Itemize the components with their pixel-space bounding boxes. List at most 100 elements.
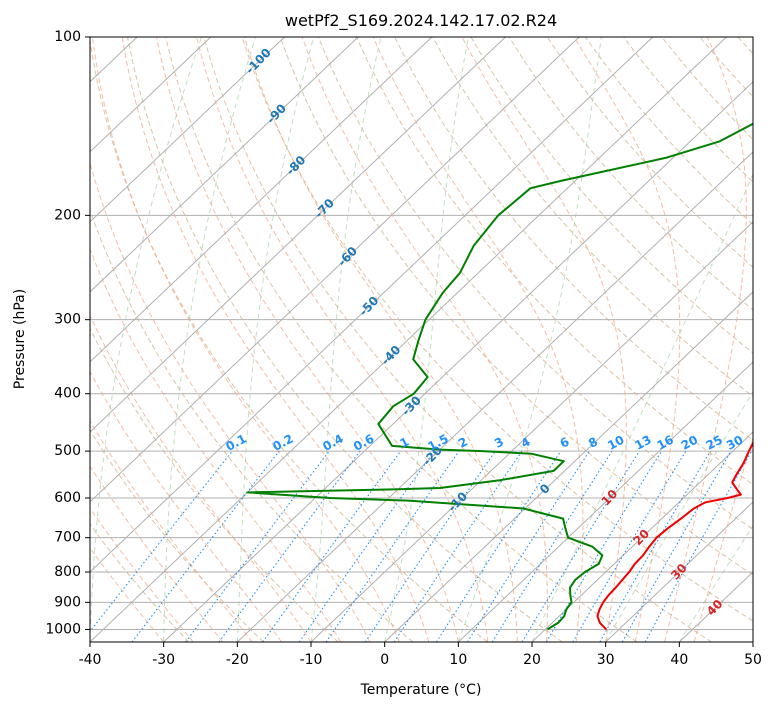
isotherm-line bbox=[90, 37, 212, 153]
saturated-curve bbox=[605, 390, 753, 642]
moist-adiabat bbox=[301, 37, 548, 642]
y-tick-label: 600 bbox=[54, 490, 81, 506]
x-tick-label: -20 bbox=[226, 652, 249, 668]
isotherm-line bbox=[90, 37, 359, 293]
mixing-ratio-label: 0.1 bbox=[223, 432, 248, 454]
dry-adiabat bbox=[432, 37, 753, 398]
chart-title: wetPf2_S169.2024.142.17.02.R24 bbox=[285, 11, 557, 31]
isotherm-line bbox=[90, 37, 727, 642]
mixing-ratio-label: 4 bbox=[519, 435, 533, 451]
mixing-ratio-line bbox=[545, 450, 662, 642]
isotherm-line bbox=[90, 37, 580, 503]
x-tick-label: 30 bbox=[597, 652, 615, 668]
moist-adiabat bbox=[693, 435, 753, 642]
x-tick-label: 0 bbox=[380, 652, 389, 668]
mixing-ratio-line bbox=[435, 450, 562, 642]
mixing-ratio-line bbox=[218, 450, 361, 642]
moist-adiabat bbox=[372, 37, 584, 642]
isotherm-line bbox=[90, 37, 506, 433]
moist-adiabat bbox=[461, 37, 627, 642]
y-tick-label: 1000 bbox=[45, 621, 81, 637]
dry-adiabat bbox=[90, 327, 339, 642]
dry-adiabat bbox=[90, 429, 264, 642]
x-tick-label: 40 bbox=[670, 652, 688, 668]
y-tick-label: 900 bbox=[54, 594, 81, 610]
moist-adiabats bbox=[90, 37, 753, 642]
moist-adiabat bbox=[90, 247, 341, 642]
isotherm-line bbox=[310, 221, 753, 642]
moist-adiabat bbox=[90, 465, 223, 642]
y-tick-label: 100 bbox=[54, 29, 81, 45]
mixing-ratio-label: 1 bbox=[397, 435, 411, 451]
mixing-ratio-label: 10 bbox=[605, 433, 626, 453]
y-tick-label: 400 bbox=[54, 386, 81, 402]
saturated-curve bbox=[236, 37, 315, 642]
dry-adiabats bbox=[90, 37, 753, 642]
saturated-curves bbox=[90, 37, 753, 642]
mixing-ratio-line bbox=[467, 450, 590, 642]
mixing-ratio-label: 25 bbox=[704, 433, 725, 453]
x-tick-label: -40 bbox=[79, 652, 102, 668]
plot-frame bbox=[89, 36, 754, 643]
saturated-curve bbox=[310, 37, 382, 642]
plot-area: -100-90-80-70-60-50-40-30-20-100 10203040… bbox=[90, 37, 753, 642]
mixing-ratio-line bbox=[393, 450, 523, 642]
isotherm-lines bbox=[90, 37, 753, 642]
mixing-ratio-label: 3 bbox=[492, 435, 506, 451]
isotherm-line bbox=[752, 641, 753, 642]
saturated-curve bbox=[678, 524, 753, 642]
moist-adiabat bbox=[156, 37, 459, 642]
moist-adiabat bbox=[664, 37, 747, 642]
y-tick-label: 800 bbox=[54, 564, 81, 580]
moist-adiabat bbox=[90, 507, 194, 642]
x-tick-label: 10 bbox=[449, 652, 467, 668]
moist-adiabat bbox=[196, 37, 489, 642]
mixing-ratio-label: 0.4 bbox=[320, 431, 345, 453]
mixing-ratio-label: 0.6 bbox=[351, 431, 376, 453]
isotherm-line bbox=[236, 151, 753, 642]
mixing-ratio-label: 13 bbox=[633, 433, 654, 453]
dry-adiabat bbox=[355, 37, 753, 486]
x-tick-label: -30 bbox=[152, 652, 175, 668]
x-tick-label: 20 bbox=[523, 652, 541, 668]
dry-adiabat bbox=[470, 37, 753, 354]
mixing-ratio-line bbox=[131, 450, 280, 642]
mixing-ratio-line bbox=[491, 450, 613, 642]
dry-adiabat bbox=[546, 37, 753, 268]
y-tick-label: 300 bbox=[54, 312, 81, 328]
mixing-ratio-line bbox=[325, 450, 460, 642]
mixing-ratio-line bbox=[298, 450, 435, 642]
dry-adiabat bbox=[165, 37, 638, 642]
dry-adiabat bbox=[127, 37, 563, 642]
y-tick-label: 200 bbox=[54, 207, 81, 223]
x-tick-label: 50 bbox=[744, 652, 762, 668]
dry-adiabat bbox=[241, 37, 753, 622]
mixing-ratio-line bbox=[521, 450, 640, 642]
mixing-ratio-line bbox=[599, 450, 711, 642]
isotherm-line bbox=[531, 431, 753, 642]
moist-adiabat bbox=[573, 37, 681, 642]
isotherm-line bbox=[384, 291, 753, 642]
moist-adiabat bbox=[243, 37, 518, 642]
isotherm-line bbox=[90, 37, 654, 573]
dry-adiabat bbox=[699, 37, 753, 98]
mixing-ratio-label: 20 bbox=[679, 433, 700, 453]
dry-adiabat bbox=[317, 37, 753, 530]
mixing-ratio-line bbox=[262, 450, 402, 642]
dry-adiabat bbox=[90, 523, 190, 642]
isotherm-line bbox=[605, 501, 753, 642]
x-axis: -40 -30 -20 -10 0 10 20 30 40 50 bbox=[79, 642, 762, 668]
mixing-ratio-line bbox=[185, 450, 330, 642]
moist-adiabat bbox=[92, 37, 400, 642]
dry-adiabat bbox=[203, 37, 712, 642]
mixing-ratio-lines bbox=[90, 450, 753, 642]
saturated-curve bbox=[531, 173, 753, 642]
isotherm-line bbox=[678, 571, 753, 642]
mixing-ratio-line bbox=[364, 450, 496, 642]
dewpoint-profile bbox=[246, 122, 753, 631]
mixing-ratio-line bbox=[621, 450, 732, 642]
sounding-series bbox=[246, 122, 753, 631]
moist-adiabat bbox=[90, 420, 253, 642]
